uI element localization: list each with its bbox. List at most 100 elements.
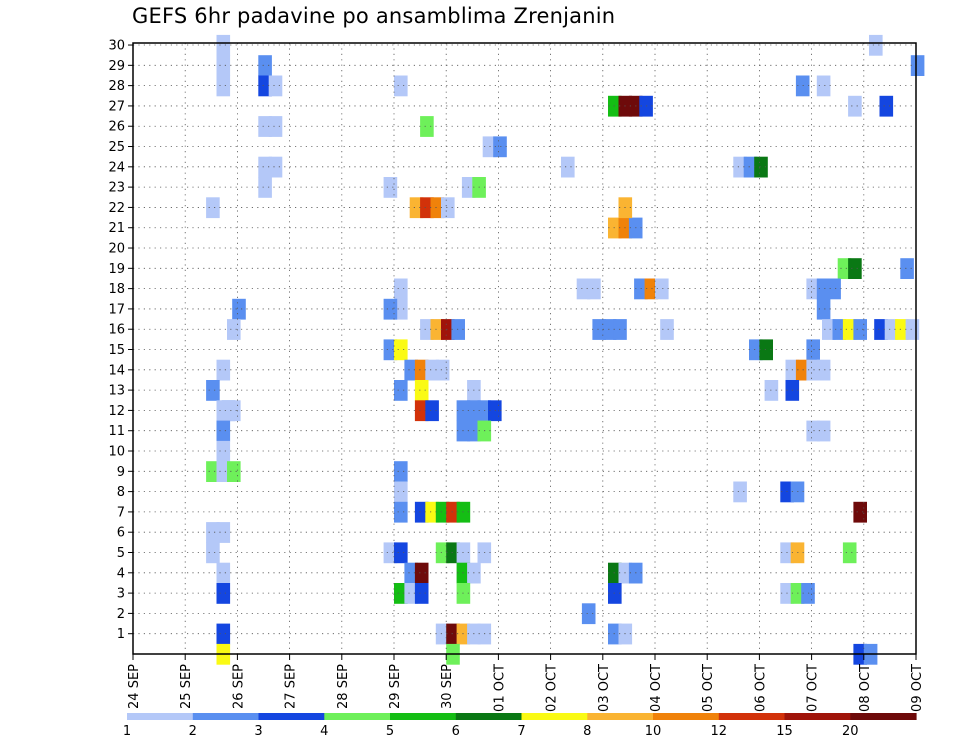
precip-cell (216, 400, 231, 422)
precip-cell (435, 623, 450, 645)
precip-cell (848, 258, 862, 279)
precip-cell (451, 319, 465, 340)
y-tick-label: 30 (108, 39, 125, 54)
colorbar-label: 8 (583, 724, 591, 739)
precip-cell (216, 34, 231, 56)
precip-cell (216, 623, 231, 645)
y-tick-label: 22 (108, 201, 125, 216)
precip-cell (430, 319, 445, 340)
precip-cell (206, 461, 220, 482)
precip-cell (816, 298, 831, 320)
precip-cell (816, 278, 831, 300)
precip-cell (816, 75, 831, 97)
precip-cell (268, 116, 283, 137)
precip-cell (414, 400, 429, 422)
colorbar-label: 15 (776, 724, 793, 739)
x-tick-label: 03 OCT (597, 664, 612, 712)
colorbar-label: 5 (386, 724, 394, 739)
precip-cell (806, 339, 820, 361)
precip-cell (900, 258, 914, 279)
precip-cell (394, 501, 408, 523)
precip-cell (206, 522, 220, 543)
precip-cell (832, 319, 847, 340)
y-tick-label: 20 (108, 242, 125, 257)
x-tick-label: 27 SEP (284, 664, 299, 709)
precip-cell (394, 298, 408, 320)
precip-cell (441, 197, 455, 219)
precip-cell (853, 501, 867, 523)
y-tick-label: 1 (117, 627, 125, 642)
y-tick-label: 3 (117, 587, 125, 602)
precip-cell (206, 542, 220, 564)
colorbar-segment (784, 713, 851, 720)
precip-cell (816, 420, 831, 442)
x-tick-label: 07 OCT (806, 664, 821, 712)
precip-cell (743, 156, 758, 178)
precip-cell (258, 156, 272, 178)
precip-cell (837, 258, 852, 279)
y-tick-label: 21 (108, 221, 125, 236)
y-tick-label: 11 (108, 424, 125, 439)
precip-cell (258, 116, 272, 137)
precip-cell (910, 55, 925, 76)
colorbar-label: 10 (645, 724, 662, 739)
colorbar-label: 6 (452, 724, 460, 739)
precip-cell (493, 136, 507, 158)
y-tick-label: 9 (117, 465, 125, 480)
precip-cell (420, 319, 434, 340)
colorbar-label: 4 (320, 724, 328, 739)
precip-cell (435, 501, 450, 523)
chart-title: GEFS 6hr padavine po ansamblima Zrenjani… (132, 4, 616, 28)
precip-cell (806, 420, 820, 442)
precip-cell (216, 522, 231, 543)
y-tick-label: 10 (108, 445, 125, 460)
precip-cell (430, 197, 445, 219)
colorbar-segment (850, 713, 917, 720)
x-tick-label: 04 OCT (649, 664, 664, 712)
precip-cell (822, 319, 836, 340)
precip-cell (655, 278, 669, 300)
grid-lines (133, 43, 916, 654)
colorbar-segment (258, 713, 325, 720)
precip-cell (435, 542, 450, 564)
y-tick-label: 14 (108, 363, 125, 378)
y-tick-label: 4 (117, 566, 125, 581)
precip-cell (660, 319, 674, 340)
precip-cell (216, 461, 231, 482)
precip-cell (216, 359, 231, 381)
x-tick-label: 08 OCT (858, 664, 873, 712)
precip-cell (404, 359, 418, 381)
y-tick-label: 19 (108, 262, 125, 277)
y-tick-label: 25 (108, 140, 125, 155)
precip-cell (733, 156, 747, 178)
precip-cell (806, 278, 820, 300)
precip-cell (394, 339, 408, 361)
precip-cell (414, 359, 429, 381)
x-tick-label: 09 OCT (910, 664, 925, 712)
precip-cell (446, 542, 460, 564)
y-tick-label: 13 (108, 384, 125, 399)
precip-cell (394, 278, 408, 300)
precip-cell (394, 583, 408, 604)
precip-cell (383, 339, 398, 361)
colorbar-segment (192, 713, 260, 720)
precip-cell (258, 75, 272, 97)
precip-cell (206, 197, 220, 219)
precip-cell (227, 461, 241, 482)
colorbar-segment (653, 713, 720, 720)
x-tick-label: 05 OCT (701, 664, 716, 712)
x-tick-label: 01 OCT (492, 664, 507, 712)
precip-cell (206, 380, 220, 401)
precip-cell (848, 95, 862, 117)
y-tick-label: 29 (108, 59, 125, 74)
x-tick-label: 30 SEP (440, 664, 455, 709)
precip-cell (425, 400, 439, 422)
precip-cell (754, 156, 768, 178)
y-tick-label: 27 (108, 99, 125, 114)
colorbar-segment (127, 713, 194, 720)
precip-cell (733, 481, 747, 503)
x-tick-label: 28 SEP (336, 664, 351, 709)
x-tick-label: 29 SEP (388, 664, 403, 709)
precip-cell (414, 501, 429, 523)
